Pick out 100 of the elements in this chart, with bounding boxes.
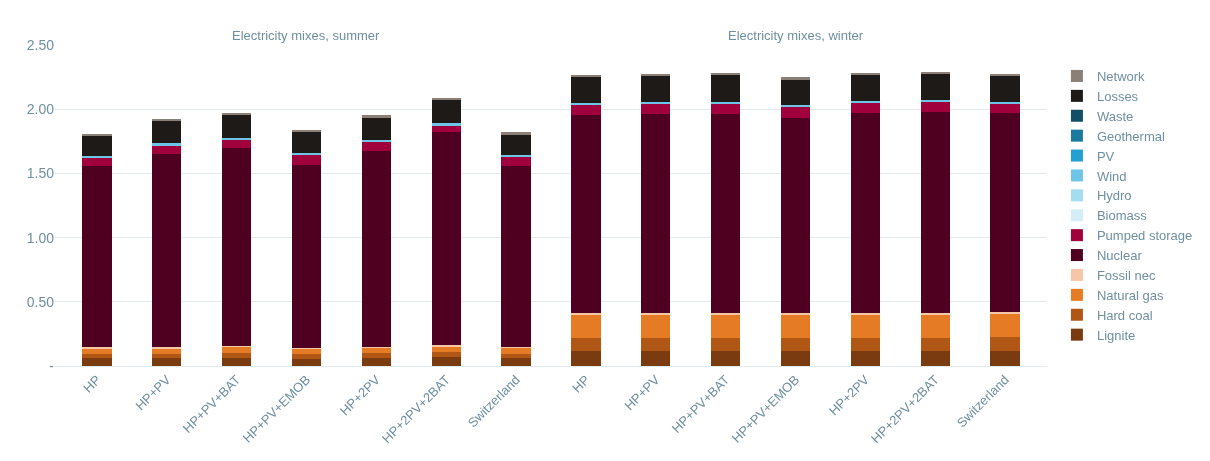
bar (82, 135, 112, 157)
bar (291, 129, 322, 132)
legend-label: Hard coal (1096, 307, 1153, 323)
bar (641, 312, 671, 315)
bar (221, 147, 252, 346)
bar (780, 107, 811, 118)
bar (710, 103, 741, 114)
bar (431, 123, 461, 126)
bar (221, 112, 252, 115)
bar (291, 131, 322, 153)
bar (641, 351, 671, 366)
bar (571, 314, 601, 338)
text: Electricity mixes, summer (232, 28, 381, 43)
bar (780, 117, 811, 313)
bar (780, 314, 811, 338)
bar (361, 117, 392, 140)
bar (361, 139, 392, 142)
bar (920, 74, 950, 100)
bar (291, 354, 322, 359)
bar (780, 337, 811, 352)
bar (920, 111, 950, 313)
bar (361, 115, 392, 118)
bar (920, 312, 950, 315)
bar (221, 352, 252, 358)
bar (501, 157, 531, 166)
bar (571, 102, 601, 105)
bar (431, 357, 461, 366)
x-tick-label: HP (80, 372, 104, 396)
bar (850, 314, 881, 338)
bar (431, 351, 461, 358)
legend-label: Waste (1096, 108, 1134, 124)
bar (152, 358, 182, 366)
bar (990, 313, 1020, 338)
bar (920, 314, 950, 338)
bar (850, 337, 881, 352)
y-tick-label: 0.50 (26, 293, 55, 310)
bar (431, 100, 461, 124)
bar (501, 353, 531, 359)
bar (82, 353, 112, 359)
bar (990, 101, 1020, 104)
bar (571, 75, 601, 78)
bar (221, 346, 252, 353)
legend-label: Nuclear (1096, 248, 1143, 264)
bar (710, 75, 741, 102)
bar (990, 113, 1020, 313)
bar (920, 337, 950, 352)
bar (780, 351, 811, 366)
bar (920, 99, 950, 102)
bar (641, 114, 671, 313)
bar (501, 165, 531, 347)
bar (710, 113, 741, 313)
bar (850, 103, 881, 114)
bar (361, 353, 392, 358)
bar (780, 79, 811, 106)
bar (501, 358, 531, 366)
y-tick-label: 2.00 (26, 101, 55, 118)
bar (82, 157, 112, 167)
bar (990, 73, 1020, 76)
bar (501, 132, 531, 135)
y-tick-label: - (49, 357, 55, 374)
legend-label: Biomass (1096, 208, 1148, 224)
legend-label: Pumped storage (1096, 228, 1193, 244)
legend-label: PV (1096, 148, 1115, 164)
text: Electricity mixes, winter (728, 28, 864, 43)
bar (82, 166, 112, 348)
bar (152, 121, 182, 144)
bar (152, 154, 182, 348)
bar (780, 77, 811, 80)
bar (571, 104, 601, 116)
bar (501, 155, 531, 158)
bar (850, 351, 881, 366)
bar (990, 350, 1020, 366)
legend-label: Geothermal (1096, 128, 1165, 144)
bar (571, 337, 601, 352)
legend-label: Fossil nec (1096, 268, 1156, 284)
bar (710, 351, 741, 366)
y-tick-label: 1.00 (26, 229, 55, 246)
bar (710, 314, 741, 338)
bar (361, 141, 392, 151)
legend-label: Network (1096, 69, 1146, 85)
legend-label: Hydro (1096, 188, 1132, 204)
bar (780, 312, 811, 315)
bar (431, 131, 461, 345)
bar (850, 113, 881, 313)
bar (291, 154, 322, 165)
y-tick-label: 1.50 (26, 165, 55, 182)
bar (361, 357, 392, 366)
bar (571, 351, 601, 366)
bar (850, 75, 881, 101)
bar (850, 312, 881, 315)
bar (221, 114, 252, 138)
bar (152, 143, 182, 146)
x-tick-label: HP (569, 372, 593, 396)
bar (501, 347, 531, 354)
legend-label: Natural gas (1096, 287, 1164, 303)
bar (641, 337, 671, 352)
bar (501, 134, 531, 156)
bar (152, 119, 182, 122)
bar (920, 351, 950, 366)
bar (641, 101, 671, 104)
